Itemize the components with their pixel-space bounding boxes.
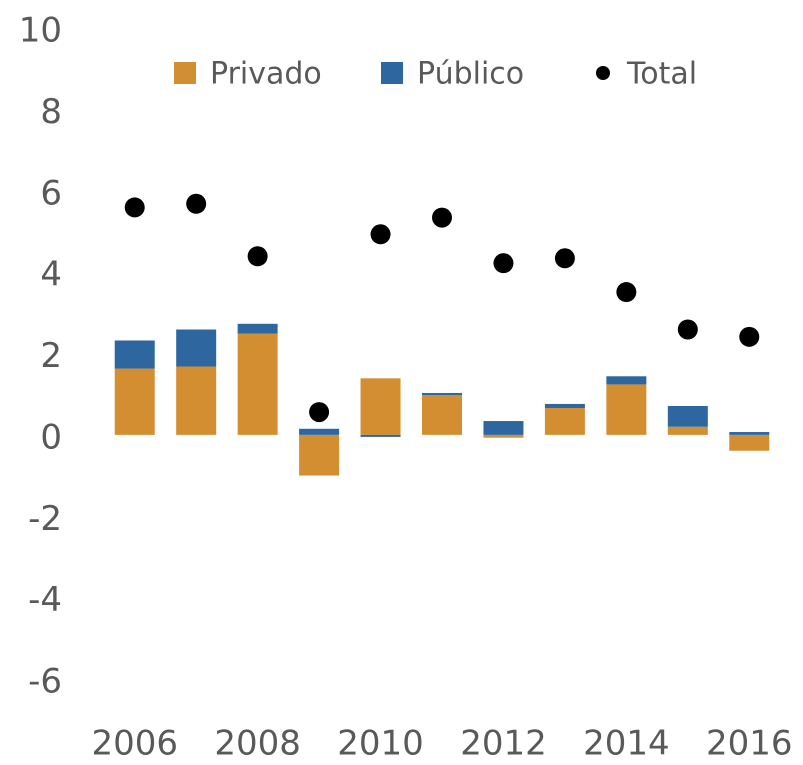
bar bbox=[729, 432, 770, 435]
legend-label: Público bbox=[417, 57, 524, 92]
y-tick-label: 2 bbox=[40, 336, 62, 376]
point bbox=[370, 224, 391, 245]
legend-label: Total bbox=[626, 57, 697, 92]
bar bbox=[422, 395, 462, 435]
y-tick-label: 6 bbox=[40, 173, 62, 213]
bar bbox=[299, 434, 340, 476]
bar bbox=[667, 405, 708, 427]
bar bbox=[544, 403, 585, 409]
bar bbox=[176, 329, 217, 367]
point bbox=[124, 197, 145, 218]
point bbox=[493, 253, 514, 274]
legend-swatch bbox=[381, 62, 403, 84]
bar bbox=[237, 323, 278, 334]
y-tick-label: 0 bbox=[40, 417, 62, 457]
bar bbox=[667, 426, 708, 435]
legend-swatch bbox=[174, 62, 196, 84]
x-tick-label: 2012 bbox=[460, 724, 547, 764]
bar bbox=[114, 368, 155, 435]
point bbox=[247, 246, 268, 267]
point bbox=[739, 326, 760, 347]
bar bbox=[360, 378, 401, 435]
point bbox=[677, 319, 698, 340]
point bbox=[309, 402, 330, 423]
x-tick-label: 2006 bbox=[91, 724, 178, 764]
bar bbox=[544, 408, 585, 435]
bar bbox=[483, 434, 524, 438]
bar bbox=[360, 434, 401, 437]
point bbox=[432, 207, 452, 228]
legend-marker bbox=[596, 66, 610, 80]
x-tick-label: 2008 bbox=[214, 724, 301, 764]
bar bbox=[483, 421, 524, 435]
point bbox=[186, 193, 207, 214]
x-tick-label: 2014 bbox=[583, 724, 670, 764]
y-tick-label: -4 bbox=[28, 580, 62, 620]
y-tick-label: 8 bbox=[40, 92, 62, 132]
point bbox=[616, 282, 637, 303]
x-tick-label: 2016 bbox=[706, 724, 793, 764]
bar bbox=[606, 384, 647, 435]
point bbox=[554, 248, 575, 269]
bar bbox=[606, 376, 647, 385]
legend-label: Privado bbox=[210, 57, 322, 92]
y-tick-label: 10 bbox=[19, 11, 62, 51]
y-tick-label: -6 bbox=[28, 662, 62, 702]
bar bbox=[422, 392, 462, 396]
bar bbox=[176, 366, 217, 435]
y-tick-label: 4 bbox=[40, 255, 62, 295]
x-tick-label: 2010 bbox=[337, 724, 424, 764]
y-tick-label: -2 bbox=[28, 499, 62, 539]
bar bbox=[237, 333, 278, 435]
bar bbox=[729, 434, 770, 451]
bar bbox=[114, 340, 155, 369]
bar bbox=[299, 428, 340, 435]
